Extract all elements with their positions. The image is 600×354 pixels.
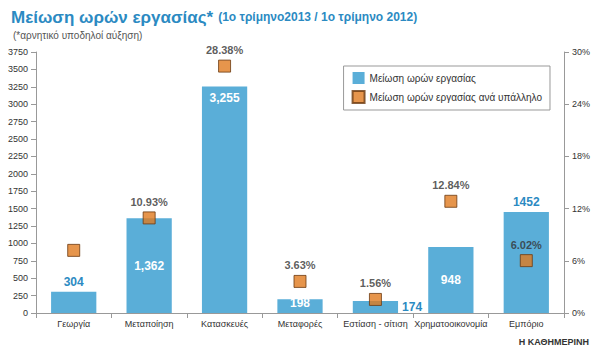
svg-text:2750: 2750 (8, 117, 28, 127)
svg-text:2000: 2000 (8, 169, 28, 179)
svg-text:12%: 12% (572, 204, 590, 214)
svg-text:12.84%: 12.84% (432, 179, 470, 191)
svg-text:0%: 0% (572, 308, 585, 318)
svg-text:Γεωργία: Γεωργία (57, 319, 90, 329)
svg-text:3.63%: 3.63% (284, 259, 315, 271)
svg-text:Μεταφορές: Μεταφορές (278, 319, 323, 329)
svg-text:6%: 6% (572, 256, 585, 266)
svg-text:948: 948 (441, 273, 461, 287)
svg-text:2500: 2500 (8, 134, 28, 144)
svg-text:198: 198 (290, 296, 310, 310)
svg-text:Η ΚΑΘΗΜΕΡΙΝΗ: Η ΚΑΘΗΜΕΡΙΝΗ (519, 337, 589, 347)
svg-text:Εστίαση - σίτιση: Εστίαση - σίτιση (343, 319, 408, 329)
svg-text:3500: 3500 (8, 64, 28, 74)
svg-text:3,255: 3,255 (210, 91, 240, 105)
svg-text:Μείωση ωρών εργασίας ανά υπάλλ: Μείωση ωρών εργασίας ανά υπάλληλο (370, 92, 543, 103)
svg-text:3750: 3750 (8, 47, 28, 57)
svg-text:304: 304 (64, 275, 84, 289)
svg-text:Μείωση ωρών εργασίας: Μείωση ωρών εργασίας (370, 73, 477, 84)
svg-text:1000: 1000 (8, 238, 28, 248)
svg-text:0: 0 (23, 308, 28, 318)
svg-text:1,362: 1,362 (134, 259, 164, 273)
svg-text:1250: 1250 (8, 221, 28, 231)
svg-text:3000: 3000 (8, 99, 28, 109)
svg-text:3250: 3250 (8, 82, 28, 92)
svg-text:Εμπόριο: Εμπόριο (509, 319, 544, 329)
svg-text:10.93%: 10.93% (130, 196, 168, 208)
svg-text:(*αρνητικό υποδηλοί αύξηση): (*αρνητικό υποδηλοί αύξηση) (13, 30, 142, 42)
svg-text:174: 174 (402, 300, 422, 314)
svg-text:1452: 1452 (513, 195, 540, 209)
svg-text:1500: 1500 (8, 204, 28, 214)
svg-text:28.38%: 28.38% (206, 44, 244, 56)
svg-text:500: 500 (13, 273, 28, 283)
svg-text:Χρηματοοικονομία: Χρηματοοικονομία (414, 319, 487, 329)
svg-text:750: 750 (13, 256, 28, 266)
svg-text:1750: 1750 (8, 186, 28, 196)
svg-text:30%: 30% (572, 47, 590, 57)
svg-text:Κατασκευές: Κατασκευές (201, 319, 249, 329)
svg-text:2250: 2250 (8, 151, 28, 161)
svg-text:250: 250 (13, 291, 28, 301)
svg-text:18%: 18% (572, 151, 590, 161)
svg-text:Μεταποίηση: Μεταποίηση (125, 319, 174, 329)
svg-text:Μείωση ωρών εργασίας*: Μείωση ωρών εργασίας* (11, 8, 214, 27)
svg-text:6.02%: 6.02% (511, 239, 542, 251)
svg-text:1.56%: 1.56% (360, 277, 391, 289)
svg-text:(1ο τρίμηνο2013 / 1ο τρίμηνο 2: (1ο τρίμηνο2013 / 1ο τρίμηνο 2012) (218, 10, 417, 24)
svg-text:24%: 24% (572, 99, 590, 109)
